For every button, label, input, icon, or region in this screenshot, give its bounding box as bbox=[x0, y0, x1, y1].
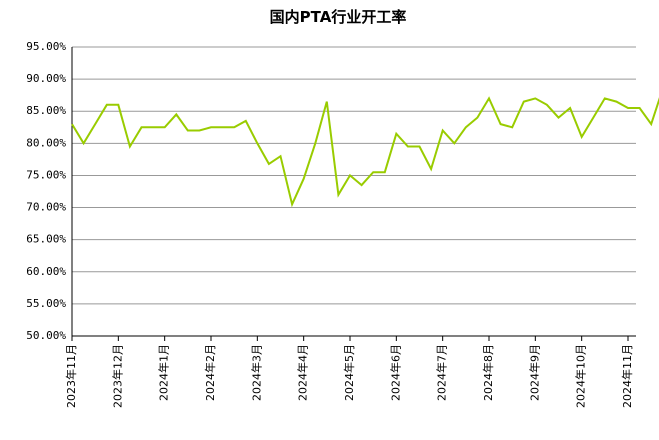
x-tick-label: 2024年3月 bbox=[249, 344, 263, 401]
y-tick-label: 90.00% bbox=[26, 72, 66, 85]
x-tick-label: 2024年6月 bbox=[388, 344, 402, 401]
y-tick-label: 95.00% bbox=[26, 40, 66, 53]
x-tick-label: 2024年10月 bbox=[574, 344, 588, 408]
x-tick-label: 2023年12月 bbox=[110, 344, 124, 408]
y-tick-label: 85.00% bbox=[26, 104, 66, 117]
x-tick-label: 2024年8月 bbox=[481, 344, 495, 401]
chart-title: 国内PTA行业开工率 bbox=[270, 8, 407, 26]
x-tick-label: 2024年2月 bbox=[203, 344, 217, 401]
x-tick-label: 2023年11月 bbox=[64, 344, 78, 408]
x-tick-label: 2024年11月 bbox=[620, 344, 634, 408]
y-tick-label: 55.00% bbox=[26, 297, 66, 310]
y-tick-label: 70.00% bbox=[26, 201, 66, 214]
x-tick-label: 2024年9月 bbox=[527, 344, 541, 401]
data-line bbox=[71, 96, 659, 208]
y-tick-label: 80.00% bbox=[26, 136, 66, 149]
x-tick-label: 2024年1月 bbox=[157, 344, 171, 401]
x-tick-label: 2024年4月 bbox=[296, 344, 310, 401]
x-tick-label: 2024年7月 bbox=[435, 344, 449, 401]
x-tick-label: 2024年5月 bbox=[342, 344, 356, 401]
y-tick-label: 65.00% bbox=[26, 233, 66, 246]
y-tick-label: 60.00% bbox=[26, 265, 66, 278]
y-tick-label: 75.00% bbox=[26, 168, 66, 181]
y-tick-label: 50.00% bbox=[26, 329, 66, 342]
